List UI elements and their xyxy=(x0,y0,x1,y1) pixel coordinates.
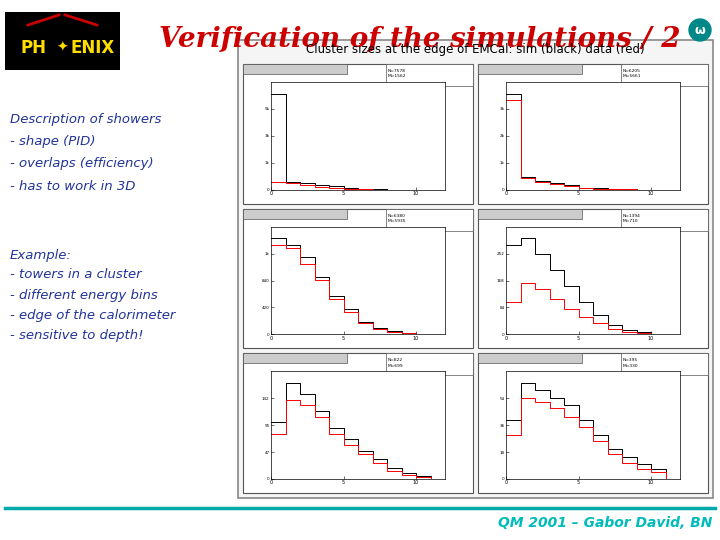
Text: 0.5 GeV: 0.5 GeV xyxy=(356,267,429,285)
Bar xyxy=(5,12,120,70)
Text: N=6380
M=5935: N=6380 M=5935 xyxy=(387,214,406,223)
Text: N=7578
M=1562: N=7578 M=1562 xyxy=(387,69,406,78)
Bar xyxy=(478,208,708,348)
Text: - towers in a cluster: - towers in a cluster xyxy=(10,268,142,281)
Text: Cluster sizes at the edge of EMCal: sim (black) data (red): Cluster sizes at the edge of EMCal: sim … xyxy=(306,43,645,56)
Text: - shape (PID): - shape (PID) xyxy=(10,136,96,148)
Text: ENIX: ENIX xyxy=(71,39,115,57)
Bar xyxy=(243,64,473,204)
Bar xyxy=(243,353,473,493)
Bar xyxy=(386,353,473,375)
Text: ✦: ✦ xyxy=(56,41,68,55)
Text: N=1394
M=710: N=1394 M=710 xyxy=(623,214,641,223)
Bar xyxy=(478,353,582,363)
Text: Example:: Example: xyxy=(10,248,72,261)
Bar xyxy=(621,64,708,86)
Bar xyxy=(478,353,708,493)
Bar xyxy=(386,64,473,86)
Text: - different energy bins: - different energy bins xyxy=(10,288,158,301)
Text: 0.1 GeV: 0.1 GeV xyxy=(356,122,429,140)
Bar xyxy=(621,208,708,231)
Text: - sensitive to depth!: - sensitive to depth! xyxy=(10,328,143,341)
Bar xyxy=(243,208,473,348)
Text: - edge of the calorimeter: - edge of the calorimeter xyxy=(10,308,176,321)
Text: 0.8 GeV: 0.8 GeV xyxy=(591,267,664,285)
Text: 0.3 GeV: 0.3 GeV xyxy=(591,122,664,140)
Text: N=822
M=699: N=822 M=699 xyxy=(387,359,403,368)
Bar xyxy=(243,64,346,74)
Text: QM 2001 – Gabor David, BN: QM 2001 – Gabor David, BN xyxy=(498,516,712,530)
Text: Verification of the simulations / 2: Verification of the simulations / 2 xyxy=(159,26,680,53)
Bar xyxy=(478,64,708,204)
Text: PH: PH xyxy=(20,39,46,57)
Bar xyxy=(238,40,713,498)
Bar xyxy=(243,353,346,363)
Circle shape xyxy=(689,19,711,41)
Bar xyxy=(243,208,346,219)
Text: N=6205
M=5661: N=6205 M=5661 xyxy=(623,69,641,78)
Text: ω: ω xyxy=(695,24,706,37)
Text: N=395
M=330: N=395 M=330 xyxy=(623,359,638,368)
Bar xyxy=(386,208,473,231)
Text: Description of showers: Description of showers xyxy=(10,113,161,126)
Text: >1.2 GeV: >1.2 GeV xyxy=(584,411,671,429)
Text: 1.2 GeV: 1.2 GeV xyxy=(356,411,429,429)
Bar xyxy=(478,208,582,219)
Text: - overlaps (efficiency): - overlaps (efficiency) xyxy=(10,158,153,171)
Text: - has to work in 3D: - has to work in 3D xyxy=(10,179,135,192)
Bar xyxy=(621,353,708,375)
Bar xyxy=(478,64,582,74)
